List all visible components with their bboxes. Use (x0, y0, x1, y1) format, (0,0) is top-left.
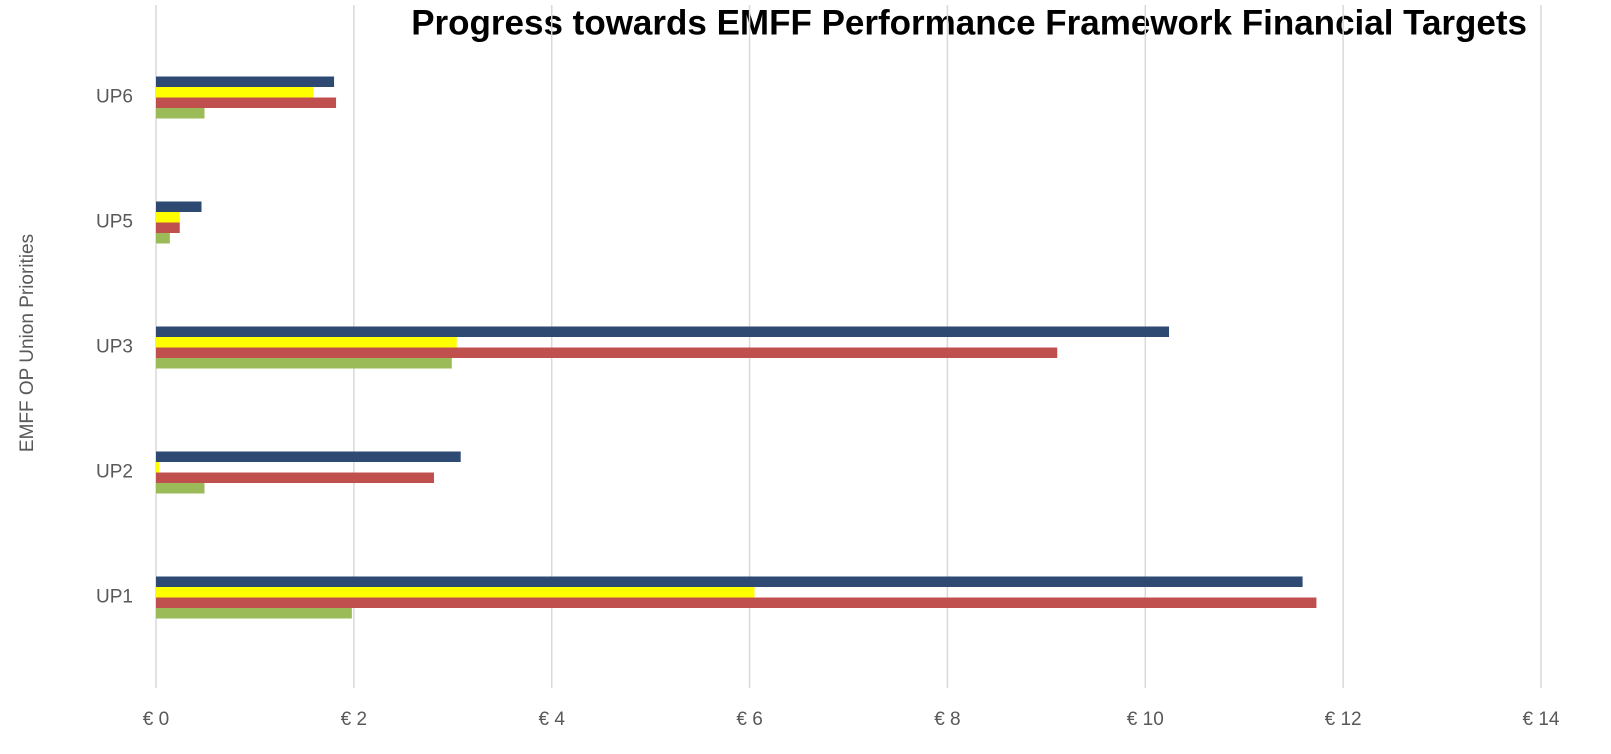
bar (156, 233, 170, 244)
bar (156, 201, 202, 212)
x-tick-label: € 14 (1523, 709, 1560, 730)
y-tick-label: UP1 (96, 587, 133, 608)
y-tick-label: UP2 (96, 462, 133, 483)
chart-title: Progress towards EMFF Performance Framew… (411, 3, 1527, 42)
bar (156, 87, 314, 98)
x-tick-label: € 2 (341, 709, 367, 730)
bar (156, 587, 755, 598)
bar (156, 576, 1303, 587)
bar (156, 222, 180, 233)
y-axis-label: EMFF OP Union Priorities (17, 234, 38, 452)
bar (156, 108, 205, 119)
x-tick-label: € 10 (1127, 709, 1164, 730)
bar (156, 597, 1317, 608)
bar (156, 326, 1170, 337)
y-tick-label: UP5 (96, 212, 133, 233)
x-tick-label: € 4 (539, 709, 566, 730)
bar (156, 358, 452, 369)
bar (156, 472, 434, 483)
bar (156, 212, 180, 223)
y-tick-label: UP3 (96, 337, 133, 358)
bar (156, 337, 457, 348)
x-tick-label: € 6 (736, 709, 762, 730)
bar (156, 97, 337, 108)
x-tick-label: € 8 (934, 709, 960, 730)
x-tick-label: € 0 (143, 709, 169, 730)
bar (156, 608, 352, 619)
x-tick-label: € 12 (1325, 709, 1362, 730)
bar (156, 76, 335, 87)
bar (156, 451, 461, 462)
y-tick-label: UP6 (96, 87, 133, 108)
bar (156, 462, 159, 473)
bar (156, 483, 205, 494)
bar (156, 347, 1058, 358)
